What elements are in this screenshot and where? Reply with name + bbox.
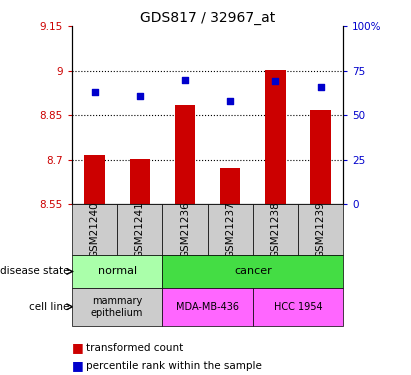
- Text: normal: normal: [97, 267, 137, 276]
- Text: ■: ■: [72, 342, 88, 354]
- FancyBboxPatch shape: [117, 204, 162, 255]
- Text: GSM21237: GSM21237: [225, 201, 235, 258]
- FancyBboxPatch shape: [72, 204, 117, 255]
- Point: [91, 89, 98, 95]
- FancyBboxPatch shape: [72, 255, 162, 288]
- Text: GSM21239: GSM21239: [316, 201, 326, 258]
- Text: disease state: disease state: [0, 267, 70, 276]
- Text: mammary
epithelium: mammary epithelium: [91, 296, 143, 318]
- Text: MDA-MB-436: MDA-MB-436: [176, 302, 239, 312]
- Point: [182, 77, 188, 83]
- Point: [136, 93, 143, 99]
- Bar: [220, 168, 240, 204]
- Text: percentile rank within the sample: percentile rank within the sample: [86, 361, 262, 371]
- Text: GSM21236: GSM21236: [180, 201, 190, 258]
- Bar: [84, 155, 105, 204]
- FancyBboxPatch shape: [298, 204, 343, 255]
- Text: cancer: cancer: [234, 267, 272, 276]
- FancyBboxPatch shape: [162, 288, 253, 326]
- Bar: [129, 159, 150, 204]
- Text: HCC 1954: HCC 1954: [274, 302, 322, 312]
- Bar: [310, 110, 331, 204]
- Point: [317, 84, 324, 90]
- Text: GSM21241: GSM21241: [135, 201, 145, 258]
- Bar: [175, 105, 195, 204]
- Text: ■: ■: [72, 360, 88, 372]
- Point: [272, 78, 279, 84]
- Text: GSM21238: GSM21238: [270, 201, 280, 258]
- FancyBboxPatch shape: [72, 288, 162, 326]
- Point: [227, 98, 233, 104]
- FancyBboxPatch shape: [162, 255, 343, 288]
- FancyBboxPatch shape: [253, 204, 298, 255]
- Text: GSM21240: GSM21240: [90, 201, 99, 258]
- Bar: [265, 70, 286, 204]
- Text: cell line: cell line: [30, 302, 70, 312]
- FancyBboxPatch shape: [208, 204, 253, 255]
- Text: transformed count: transformed count: [86, 343, 184, 353]
- FancyBboxPatch shape: [253, 288, 343, 326]
- FancyBboxPatch shape: [162, 204, 208, 255]
- Text: GDS817 / 32967_at: GDS817 / 32967_at: [140, 11, 275, 25]
